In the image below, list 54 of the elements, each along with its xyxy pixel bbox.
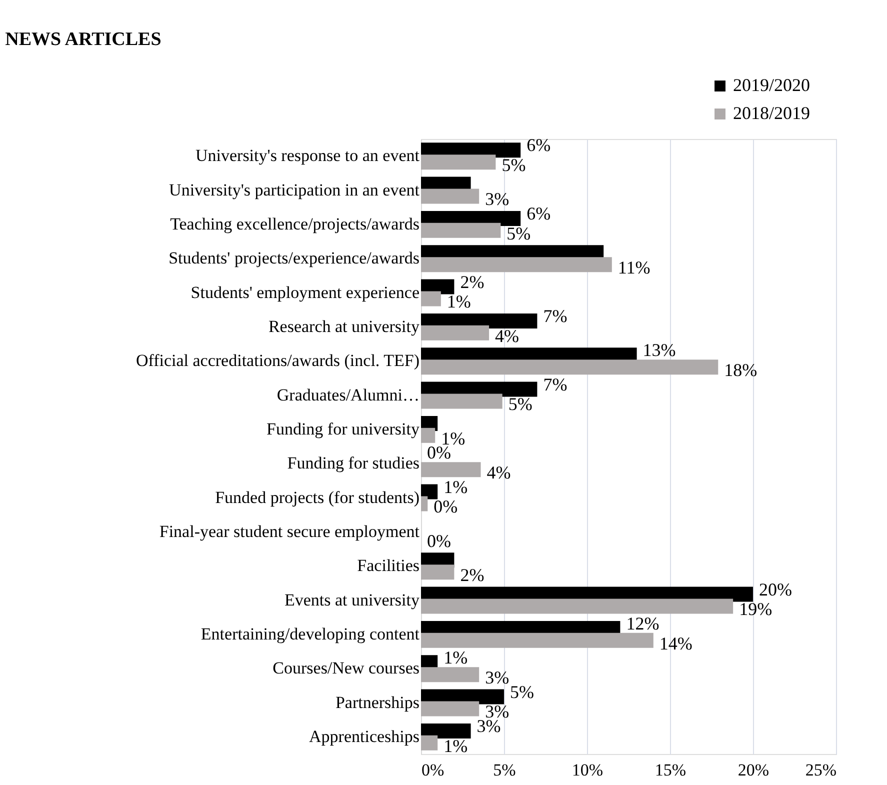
y-tick-label: University's response to an event bbox=[195, 146, 420, 166]
data-label: 0% bbox=[434, 496, 458, 517]
x-tick-label: 10% bbox=[572, 760, 604, 780]
y-tick-label: Official accreditations/awards (incl. TEF) bbox=[136, 351, 420, 370]
data-label: 14% bbox=[659, 633, 692, 654]
y-tick-label: Graduates/Alumni… bbox=[276, 385, 420, 404]
data-label: 7% bbox=[543, 374, 568, 394]
x-tick-label: 20% bbox=[738, 760, 770, 780]
data-label: 11% bbox=[618, 258, 650, 278]
data-label: 7% bbox=[543, 306, 568, 326]
data-label: 1% bbox=[444, 476, 468, 497]
data-label: 6% bbox=[526, 203, 551, 224]
data-label: 5% bbox=[502, 155, 526, 176]
y-tick-label: Entertaining/developing content bbox=[200, 624, 420, 644]
data-label: 0% bbox=[427, 530, 451, 551]
y-tick-label: Funding for studies bbox=[287, 454, 420, 473]
data-label: 4% bbox=[495, 326, 520, 346]
data-label: 18% bbox=[724, 360, 758, 380]
data-label: 2% bbox=[460, 565, 484, 586]
data-label: 4% bbox=[486, 462, 511, 483]
data-label: 5% bbox=[508, 394, 532, 414]
x-tick-label: 0% bbox=[422, 760, 444, 780]
y-tick-label: Events at university bbox=[284, 590, 420, 610]
data-label: 3% bbox=[485, 668, 510, 688]
data-label: 20% bbox=[759, 579, 792, 600]
data-label: 1% bbox=[444, 648, 468, 668]
data-label: 5% bbox=[506, 223, 531, 244]
x-tick-label: 5% bbox=[493, 760, 516, 780]
data-label: 5% bbox=[510, 682, 534, 702]
y-tick-label: University's participation in an event bbox=[169, 180, 420, 200]
x-tick-label: 15% bbox=[654, 760, 686, 780]
data-label: 12% bbox=[626, 613, 660, 634]
data-label: 19% bbox=[739, 599, 772, 620]
y-tick-label: Partnerships bbox=[335, 692, 420, 712]
y-tick-label: Research at university bbox=[268, 316, 420, 336]
legend-label: 2019/2020 bbox=[733, 75, 810, 95]
data-label: 2% bbox=[460, 272, 484, 292]
data-label: 1% bbox=[446, 292, 471, 312]
y-tick-label: Funding for university bbox=[266, 419, 420, 438]
y-tick-label: Facilities bbox=[357, 556, 420, 576]
y-tick-label: Apprenticeships bbox=[309, 726, 420, 746]
y-tick-label: Final-year student secure employment bbox=[159, 522, 420, 541]
data-label: 13% bbox=[642, 340, 676, 360]
legend-label: 2018/2019 bbox=[733, 103, 810, 123]
y-tick-label: Students' projects/experience/awards bbox=[168, 248, 420, 268]
x-tick-label: 25% bbox=[805, 760, 836, 780]
text: NEWS ARTICLES bbox=[5, 29, 162, 50]
y-tick-label: Teaching excellence/projects/awards bbox=[170, 214, 420, 234]
data-label: 6% bbox=[526, 135, 551, 156]
y-tick-label: Courses/New courses bbox=[272, 658, 420, 678]
y-tick-label: Funded projects (for students) bbox=[215, 488, 420, 507]
y-tick-label: Students' employment experience bbox=[190, 282, 420, 302]
data-label: 3% bbox=[485, 189, 510, 210]
data-label: 1% bbox=[444, 736, 468, 756]
